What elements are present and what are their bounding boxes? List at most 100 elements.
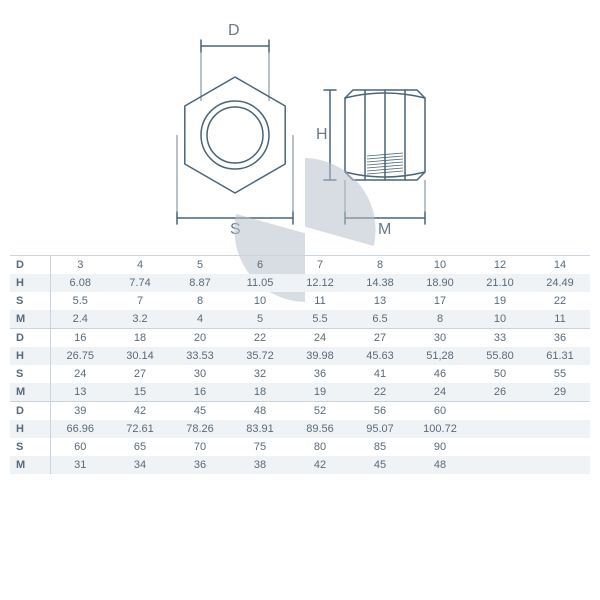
table-cell: 66.96: [50, 420, 110, 438]
table-cell: 18: [110, 329, 170, 348]
table-cell: 6.5: [350, 310, 410, 329]
table-cell: 18: [230, 383, 290, 402]
table-cell: 45: [350, 456, 410, 474]
row-label: D: [10, 402, 50, 421]
table-row: D345678101214: [10, 256, 590, 275]
table-cell: 26.75: [50, 347, 110, 365]
table-cell: 51,28: [410, 347, 470, 365]
row-label: S: [10, 438, 50, 456]
table-cell: 27: [110, 365, 170, 383]
table-cell: 11: [290, 292, 350, 310]
row-label: D: [10, 256, 50, 275]
table-row: S5.578101113171922: [10, 292, 590, 310]
table-cell: 22: [530, 292, 590, 310]
table-cell: [530, 456, 590, 474]
table-cell: 30: [170, 365, 230, 383]
table-cell: 15: [110, 383, 170, 402]
table-cell: [470, 438, 530, 456]
table-cell: 50: [470, 365, 530, 383]
dim-label-m: M: [378, 221, 391, 239]
table-cell: 22: [230, 329, 290, 348]
table-cell: [530, 420, 590, 438]
table-cell: 56: [350, 402, 410, 421]
table-cell: 7: [110, 292, 170, 310]
table-cell: 4: [110, 256, 170, 275]
table-row: H6.087.748.8711.0512.1214.3818.9021.1024…: [10, 274, 590, 292]
table-cell: 8: [350, 256, 410, 275]
table-cell: 12: [470, 256, 530, 275]
table-cell: 34: [110, 456, 170, 474]
table-cell: 78.26: [170, 420, 230, 438]
table-cell: 12.12: [290, 274, 350, 292]
table-cell: [530, 402, 590, 421]
table-cell: 8: [170, 292, 230, 310]
drawing-svg: [0, 0, 600, 250]
table-cell: 60: [50, 438, 110, 456]
table-cell: [530, 438, 590, 456]
dim-label-d: D: [228, 22, 240, 40]
technical-drawing: D H S M: [0, 0, 600, 250]
row-label: H: [10, 420, 50, 438]
table-cell: 21.10: [470, 274, 530, 292]
table-cell: 7.74: [110, 274, 170, 292]
table-cell: 17: [410, 292, 470, 310]
table-cell: 30: [410, 329, 470, 348]
table-cell: 20: [170, 329, 230, 348]
table-cell: 29: [530, 383, 590, 402]
table-cell: 80: [290, 438, 350, 456]
table-cell: 35.72: [230, 347, 290, 365]
table-cell: 3.2: [110, 310, 170, 329]
table-cell: 24.49: [530, 274, 590, 292]
table-cell: 19: [290, 383, 350, 402]
dim-label-s: S: [230, 221, 241, 239]
table-cell: 45.63: [350, 347, 410, 365]
table-cell: 3: [50, 256, 110, 275]
table-cell: [470, 420, 530, 438]
table-cell: 24: [50, 365, 110, 383]
table-cell: 48: [410, 456, 470, 474]
row-label: S: [10, 292, 50, 310]
table-cell: 90: [410, 438, 470, 456]
row-label: H: [10, 347, 50, 365]
table-cell: 6.08: [50, 274, 110, 292]
row-label: M: [10, 456, 50, 474]
table-cell: 33: [470, 329, 530, 348]
table-cell: 5.5: [50, 292, 110, 310]
table-cell: 48: [230, 402, 290, 421]
table-cell: 11: [530, 310, 590, 329]
table-cell: 41: [350, 365, 410, 383]
table-cell: 16: [170, 383, 230, 402]
table-cell: 7: [290, 256, 350, 275]
table-cell: 72.61: [110, 420, 170, 438]
table-row: M131516181922242629: [10, 383, 590, 402]
table-cell: 60: [410, 402, 470, 421]
table-cell: 16: [50, 329, 110, 348]
dimensions-table-container: D345678101214H6.087.748.8711.0512.1214.3…: [10, 255, 590, 474]
table-cell: 83.91: [230, 420, 290, 438]
table-cell: 89.56: [290, 420, 350, 438]
table-cell: 4: [170, 310, 230, 329]
table-cell: 38: [230, 456, 290, 474]
table-cell: 32: [230, 365, 290, 383]
table-row: H66.9672.6178.2683.9189.5695.07100.72: [10, 420, 590, 438]
row-label: S: [10, 365, 50, 383]
table-cell: 5: [230, 310, 290, 329]
table-cell: 24: [410, 383, 470, 402]
table-cell: 65: [110, 438, 170, 456]
table-cell: 2.4: [50, 310, 110, 329]
table-cell: 46: [410, 365, 470, 383]
table-cell: 36: [170, 456, 230, 474]
table-cell: 61.31: [530, 347, 590, 365]
table-cell: 42: [110, 402, 170, 421]
table-cell: 85: [350, 438, 410, 456]
table-cell: 55.80: [470, 347, 530, 365]
table-row: M31343638424548: [10, 456, 590, 474]
table-cell: 24: [290, 329, 350, 348]
table-cell: 75: [230, 438, 290, 456]
row-label: M: [10, 383, 50, 402]
table-row: D39424548525660: [10, 402, 590, 421]
table-cell: 39.98: [290, 347, 350, 365]
dimensions-table: D345678101214H6.087.748.8711.0512.1214.3…: [10, 255, 590, 474]
table-cell: 10: [230, 292, 290, 310]
table-cell: 36: [290, 365, 350, 383]
